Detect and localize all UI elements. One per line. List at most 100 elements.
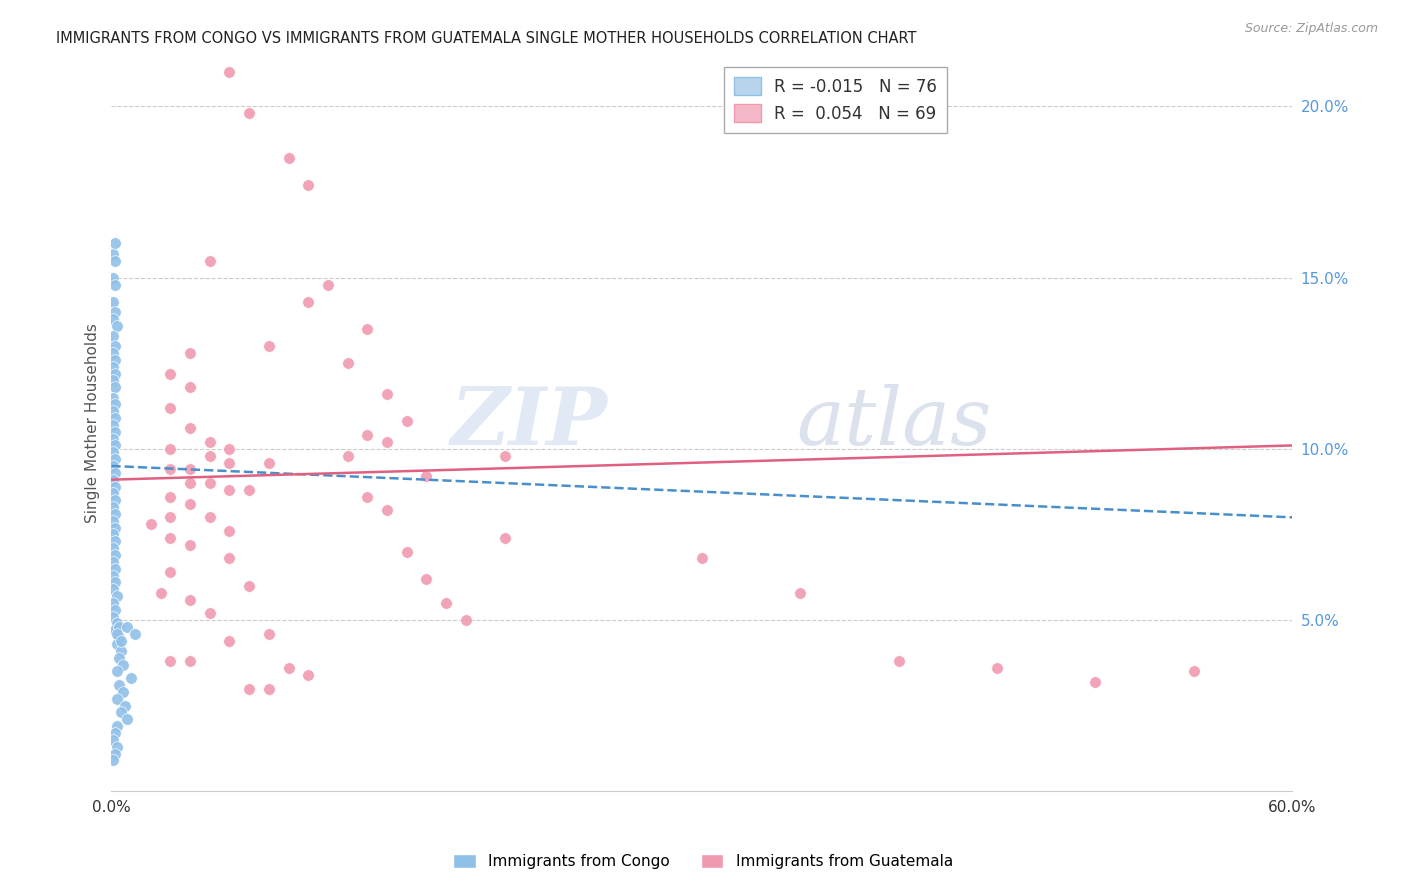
Point — [179, 476, 201, 491]
Point — [198, 510, 221, 524]
Point — [257, 626, 280, 640]
Point — [105, 665, 128, 679]
Point — [124, 626, 146, 640]
Point — [218, 442, 240, 456]
Point — [218, 65, 240, 79]
Point — [104, 425, 127, 439]
Point — [218, 483, 240, 497]
Point — [103, 373, 125, 387]
Point — [103, 527, 125, 541]
Legend: R = -0.015   N = 76, R =  0.054   N = 69: R = -0.015 N = 76, R = 0.054 N = 69 — [724, 67, 948, 133]
Point — [104, 452, 127, 467]
Point — [108, 650, 131, 665]
Point — [108, 678, 131, 692]
Point — [198, 476, 221, 491]
Point — [149, 585, 172, 599]
Point — [415, 572, 437, 586]
Point — [1182, 665, 1205, 679]
Point — [179, 654, 201, 668]
Text: IMMIGRANTS FROM CONGO VS IMMIGRANTS FROM GUATEMALA SINGLE MOTHER HOUSEHOLDS CORR: IMMIGRANTS FROM CONGO VS IMMIGRANTS FROM… — [56, 31, 917, 46]
Point — [257, 339, 280, 353]
Point — [112, 685, 135, 699]
Point — [103, 445, 125, 459]
Point — [103, 417, 125, 432]
Point — [104, 479, 127, 493]
Point — [179, 346, 201, 360]
Point — [434, 596, 457, 610]
Point — [103, 346, 125, 360]
Point — [104, 411, 127, 425]
Y-axis label: Single Mother Households: Single Mother Households — [86, 323, 100, 523]
Point — [179, 380, 201, 394]
Point — [179, 497, 201, 511]
Point — [218, 551, 240, 566]
Point — [108, 620, 131, 634]
Point — [198, 435, 221, 450]
Point — [218, 633, 240, 648]
Point — [159, 510, 181, 524]
Point — [104, 438, 127, 452]
Point — [104, 493, 127, 508]
Point — [104, 466, 127, 480]
Point — [104, 624, 127, 638]
Point — [104, 562, 127, 576]
Point — [105, 589, 128, 603]
Point — [103, 732, 125, 747]
Point — [218, 456, 240, 470]
Point — [104, 253, 127, 268]
Point — [198, 449, 221, 463]
Point — [238, 579, 260, 593]
Point — [105, 637, 128, 651]
Point — [105, 691, 128, 706]
Point — [159, 654, 181, 668]
Point — [110, 706, 132, 720]
Point — [336, 449, 359, 463]
Point — [277, 661, 299, 675]
Point — [238, 681, 260, 696]
Point — [104, 236, 127, 251]
Text: ZIP: ZIP — [450, 384, 607, 462]
Point — [104, 277, 127, 292]
Point — [103, 311, 125, 326]
Point — [179, 538, 201, 552]
Point — [104, 726, 127, 740]
Point — [103, 514, 125, 528]
Point — [395, 544, 418, 558]
Point — [104, 352, 127, 367]
Point — [159, 401, 181, 415]
Point — [104, 548, 127, 562]
Point — [103, 500, 125, 514]
Point — [105, 719, 128, 733]
Point — [159, 442, 181, 456]
Point — [115, 712, 138, 726]
Point — [179, 592, 201, 607]
Point — [159, 462, 181, 476]
Point — [103, 404, 125, 418]
Point — [159, 367, 181, 381]
Point — [415, 469, 437, 483]
Point — [103, 596, 125, 610]
Text: Source: ZipAtlas.com: Source: ZipAtlas.com — [1244, 22, 1378, 36]
Point — [104, 507, 127, 521]
Point — [789, 585, 811, 599]
Point — [112, 657, 135, 672]
Point — [257, 456, 280, 470]
Point — [104, 534, 127, 549]
Point — [103, 359, 125, 374]
Point — [395, 415, 418, 429]
Point — [198, 253, 221, 268]
Point — [103, 473, 125, 487]
Point — [218, 524, 240, 538]
Point — [104, 520, 127, 534]
Point — [297, 668, 319, 682]
Point — [297, 178, 319, 193]
Point — [316, 277, 339, 292]
Point — [104, 603, 127, 617]
Point — [375, 435, 398, 450]
Point — [104, 305, 127, 319]
Point — [103, 568, 125, 582]
Point — [139, 517, 162, 532]
Point — [103, 246, 125, 260]
Point — [104, 339, 127, 353]
Point — [104, 397, 127, 411]
